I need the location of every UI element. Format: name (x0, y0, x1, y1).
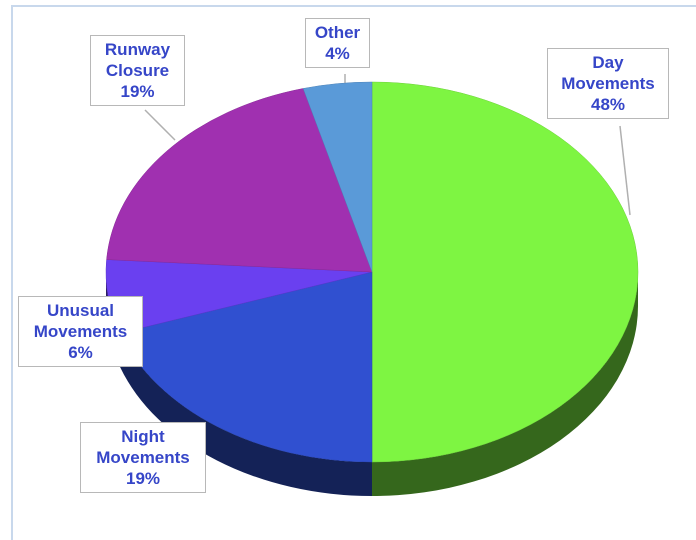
label-value: 6% (68, 343, 93, 362)
label-name: Night Movements (96, 427, 190, 467)
slice (302, 81, 373, 273)
slice-side (120, 333, 373, 496)
slice-side (372, 272, 638, 496)
data-label: Night Movements 19% (80, 422, 206, 493)
data-label: Runway Closure 19% (90, 35, 185, 106)
label-name: Runway Closure (104, 40, 171, 80)
data-label: Unusual Movements 6% (18, 296, 143, 367)
slice (371, 81, 639, 463)
label-value: 4% (325, 44, 350, 63)
data-label: Day Movements 48% (547, 48, 669, 119)
frame (11, 5, 696, 540)
label-value: 19% (125, 469, 161, 488)
slice (106, 88, 373, 273)
label-value: 19% (120, 82, 155, 101)
label-name: Unusual Movements (33, 301, 128, 341)
label-name: Day Movements (561, 53, 655, 93)
label-value: 48% (590, 95, 626, 114)
label-name: Other (314, 23, 361, 42)
slice-tops (105, 81, 639, 463)
data-label: Other 4% (305, 18, 370, 68)
